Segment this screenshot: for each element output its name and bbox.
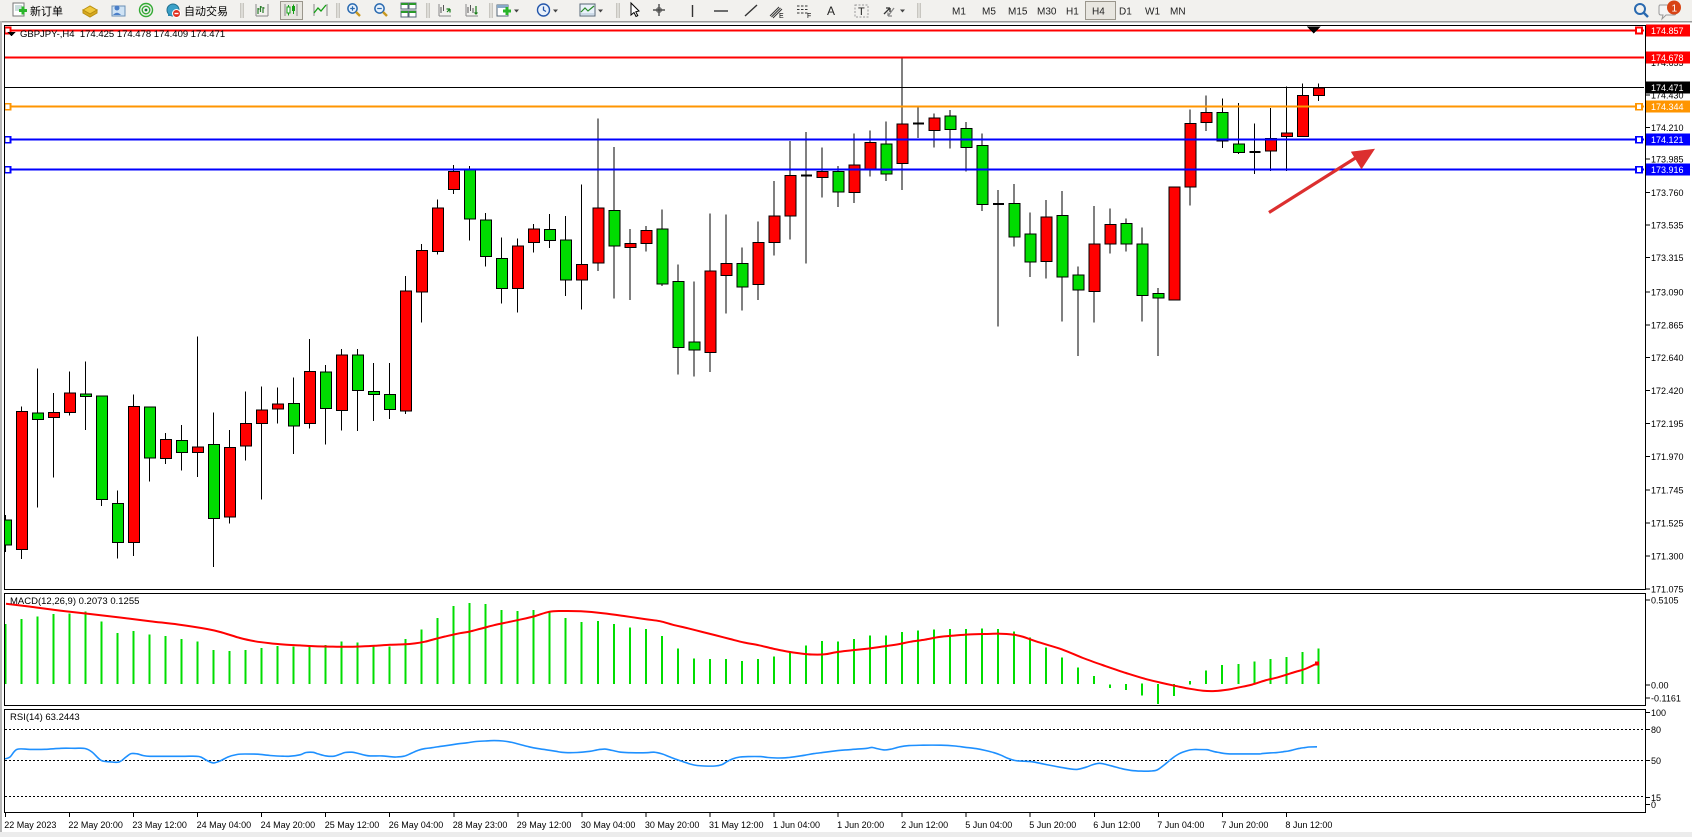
svg-text:T: T	[858, 6, 865, 18]
svg-text:24 May 04:00: 24 May 04:00	[197, 820, 252, 830]
svg-text:MACD(12,26,9) 0.2073 0.1255: MACD(12,26,9) 0.2073 0.1255	[10, 596, 139, 607]
svg-text:D1: D1	[1119, 7, 1132, 18]
svg-text:7 Jun 20:00: 7 Jun 20:00	[1221, 820, 1268, 830]
svg-text:173.916: 173.916	[1651, 165, 1684, 175]
svg-text:80: 80	[1651, 725, 1661, 735]
svg-text:174.430: 174.430	[1651, 90, 1684, 100]
svg-text:171.300: 171.300	[1651, 552, 1684, 562]
svg-text:F: F	[807, 13, 811, 20]
svg-text:6 Jun 12:00: 6 Jun 12:00	[1093, 820, 1140, 830]
svg-text:MN: MN	[1170, 7, 1186, 18]
svg-text:174.344: 174.344	[1651, 102, 1684, 112]
svg-text:174.857: 174.857	[1651, 26, 1684, 36]
svg-text:171.075: 171.075	[1651, 585, 1684, 595]
svg-text:172.865: 172.865	[1651, 321, 1684, 331]
svg-text:173.760: 173.760	[1651, 188, 1684, 198]
svg-text:22 May 2023: 22 May 2023	[4, 820, 56, 830]
svg-text:23 May 12:00: 23 May 12:00	[132, 820, 187, 830]
svg-text:M15: M15	[1008, 7, 1028, 18]
svg-text:26 May 04:00: 26 May 04:00	[389, 820, 444, 830]
svg-text:173.090: 173.090	[1651, 288, 1684, 298]
svg-text:22 May 20:00: 22 May 20:00	[68, 820, 123, 830]
svg-text:0.5105: 0.5105	[1651, 596, 1679, 606]
svg-text:25 May 12:00: 25 May 12:00	[325, 820, 380, 830]
svg-text:50: 50	[1651, 756, 1661, 766]
svg-text:M30: M30	[1037, 7, 1057, 18]
svg-text:173.535: 173.535	[1651, 220, 1684, 230]
svg-text:172.420: 172.420	[1651, 386, 1684, 396]
svg-text:A: A	[827, 4, 835, 18]
svg-text:1: 1	[1672, 4, 1678, 15]
svg-text:1 Jun 20:00: 1 Jun 20:00	[837, 820, 884, 830]
svg-text:15: 15	[1651, 793, 1661, 803]
svg-text:28 May 23:00: 28 May 23:00	[453, 820, 508, 830]
svg-text:7 Jun 04:00: 7 Jun 04:00	[1157, 820, 1204, 830]
svg-text:174.471: 174.471	[1651, 83, 1684, 93]
svg-text:E: E	[779, 13, 784, 20]
svg-text:174.121: 174.121	[1651, 135, 1684, 145]
svg-text:100: 100	[1651, 708, 1666, 718]
svg-text:174.678: 174.678	[1651, 53, 1684, 63]
svg-text:W1: W1	[1145, 7, 1160, 18]
svg-text:RSI(14) 63.2443: RSI(14) 63.2443	[10, 712, 80, 723]
svg-text:30 May 20:00: 30 May 20:00	[645, 820, 700, 830]
svg-text:8 Jun 12:00: 8 Jun 12:00	[1285, 820, 1332, 830]
svg-text:M5: M5	[982, 7, 996, 18]
svg-text:5 Jun 20:00: 5 Jun 20:00	[1029, 820, 1076, 830]
svg-text:H1: H1	[1066, 7, 1079, 18]
svg-text:174.210: 174.210	[1651, 123, 1684, 133]
svg-text:173.315: 173.315	[1651, 253, 1684, 263]
svg-text:171.525: 171.525	[1651, 519, 1684, 529]
svg-text:0.00: 0.00	[1651, 681, 1669, 691]
svg-text:新订单: 新订单	[30, 4, 63, 18]
svg-text:自动交易: 自动交易	[184, 4, 228, 18]
svg-text:24 May 20:00: 24 May 20:00	[261, 820, 316, 830]
svg-text:0: 0	[1651, 800, 1656, 810]
svg-text:M1: M1	[952, 7, 966, 18]
svg-text:172.195: 172.195	[1651, 419, 1684, 429]
svg-text:172.640: 172.640	[1651, 353, 1684, 363]
svg-text:171.745: 171.745	[1651, 486, 1684, 496]
svg-text:2 Jun 12:00: 2 Jun 12:00	[901, 820, 948, 830]
svg-text:31 May 12:00: 31 May 12:00	[709, 820, 764, 830]
svg-text:H4: H4	[1092, 7, 1105, 18]
svg-text:5 Jun 04:00: 5 Jun 04:00	[965, 820, 1012, 830]
svg-text:29 May 12:00: 29 May 12:00	[517, 820, 572, 830]
svg-text:GBPJPY-,H4 174.425 174.478 17: GBPJPY-,H4 174.425 174.478 174.409 174.4…	[20, 29, 225, 40]
svg-text:171.970: 171.970	[1651, 452, 1684, 462]
svg-text:173.985: 173.985	[1651, 155, 1684, 165]
svg-text:-0.1161: -0.1161	[1651, 694, 1681, 704]
svg-text:1 Jun 04:00: 1 Jun 04:00	[773, 820, 820, 830]
svg-text:30 May 04:00: 30 May 04:00	[581, 820, 636, 830]
